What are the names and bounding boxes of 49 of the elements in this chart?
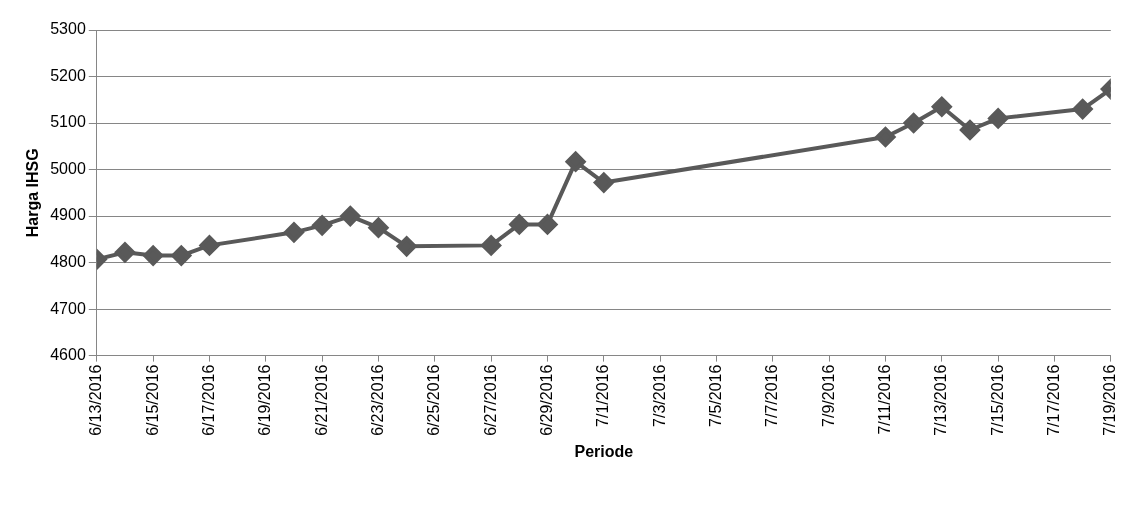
x-tick-label: 6/27/2016 — [481, 364, 499, 436]
point — [931, 96, 952, 117]
x-tick-label: 6/15/2016 — [143, 364, 161, 436]
y-tick-label: 5200 — [50, 66, 86, 84]
point — [312, 215, 333, 236]
point — [593, 172, 614, 193]
x-tick-label: 7/1/2016 — [594, 364, 612, 427]
point — [565, 151, 586, 172]
x-axis-title: Periode — [574, 442, 634, 460]
x-tick-label: 7/17/2016 — [1044, 364, 1062, 436]
point — [481, 235, 502, 256]
x-tick-label: 6/29/2016 — [537, 364, 555, 436]
y-tick-label: 4600 — [50, 346, 86, 364]
y-tick-label: 4700 — [50, 299, 86, 317]
point — [114, 242, 135, 263]
x-tick-label: 7/9/2016 — [819, 364, 837, 427]
point — [340, 206, 361, 227]
x-tick-label: 7/7/2016 — [763, 364, 781, 427]
y-axis-title: Harga IHSG — [24, 148, 42, 238]
point — [1072, 99, 1093, 120]
point — [988, 108, 1009, 129]
point — [903, 113, 924, 134]
x-tick-label: 6/23/2016 — [368, 364, 386, 436]
point — [143, 245, 164, 266]
x-tick-label: 6/17/2016 — [199, 364, 217, 436]
point — [396, 236, 417, 257]
x-tick-label: 7/11/2016 — [875, 364, 893, 435]
y-tick-label: 4900 — [50, 206, 86, 224]
y-tick-label: 5000 — [50, 159, 86, 177]
x-tick-label: 6/13/2016 — [87, 364, 105, 436]
x-tick-label: 7/5/2016 — [706, 364, 724, 427]
x-tick-label: 7/15/2016 — [988, 364, 1006, 436]
point — [875, 126, 896, 147]
point — [509, 214, 530, 235]
point — [171, 245, 192, 266]
x-tick-label: 6/25/2016 — [425, 364, 443, 436]
point — [368, 217, 389, 238]
y-tick-label: 5300 — [50, 20, 86, 38]
x-tick-label: 6/19/2016 — [256, 364, 274, 436]
x-tick-label: 7/19/2016 — [1101, 364, 1119, 436]
y-tick-label: 5100 — [50, 113, 86, 131]
point — [537, 214, 558, 235]
x-tick-label: 7/13/2016 — [932, 364, 950, 436]
point — [199, 235, 220, 256]
x-tick-label: 6/21/2016 — [312, 364, 330, 436]
point — [959, 120, 980, 141]
y-tick-label: 4800 — [50, 252, 86, 270]
point — [283, 222, 304, 243]
x-tick-label: 7/3/2016 — [650, 364, 668, 427]
